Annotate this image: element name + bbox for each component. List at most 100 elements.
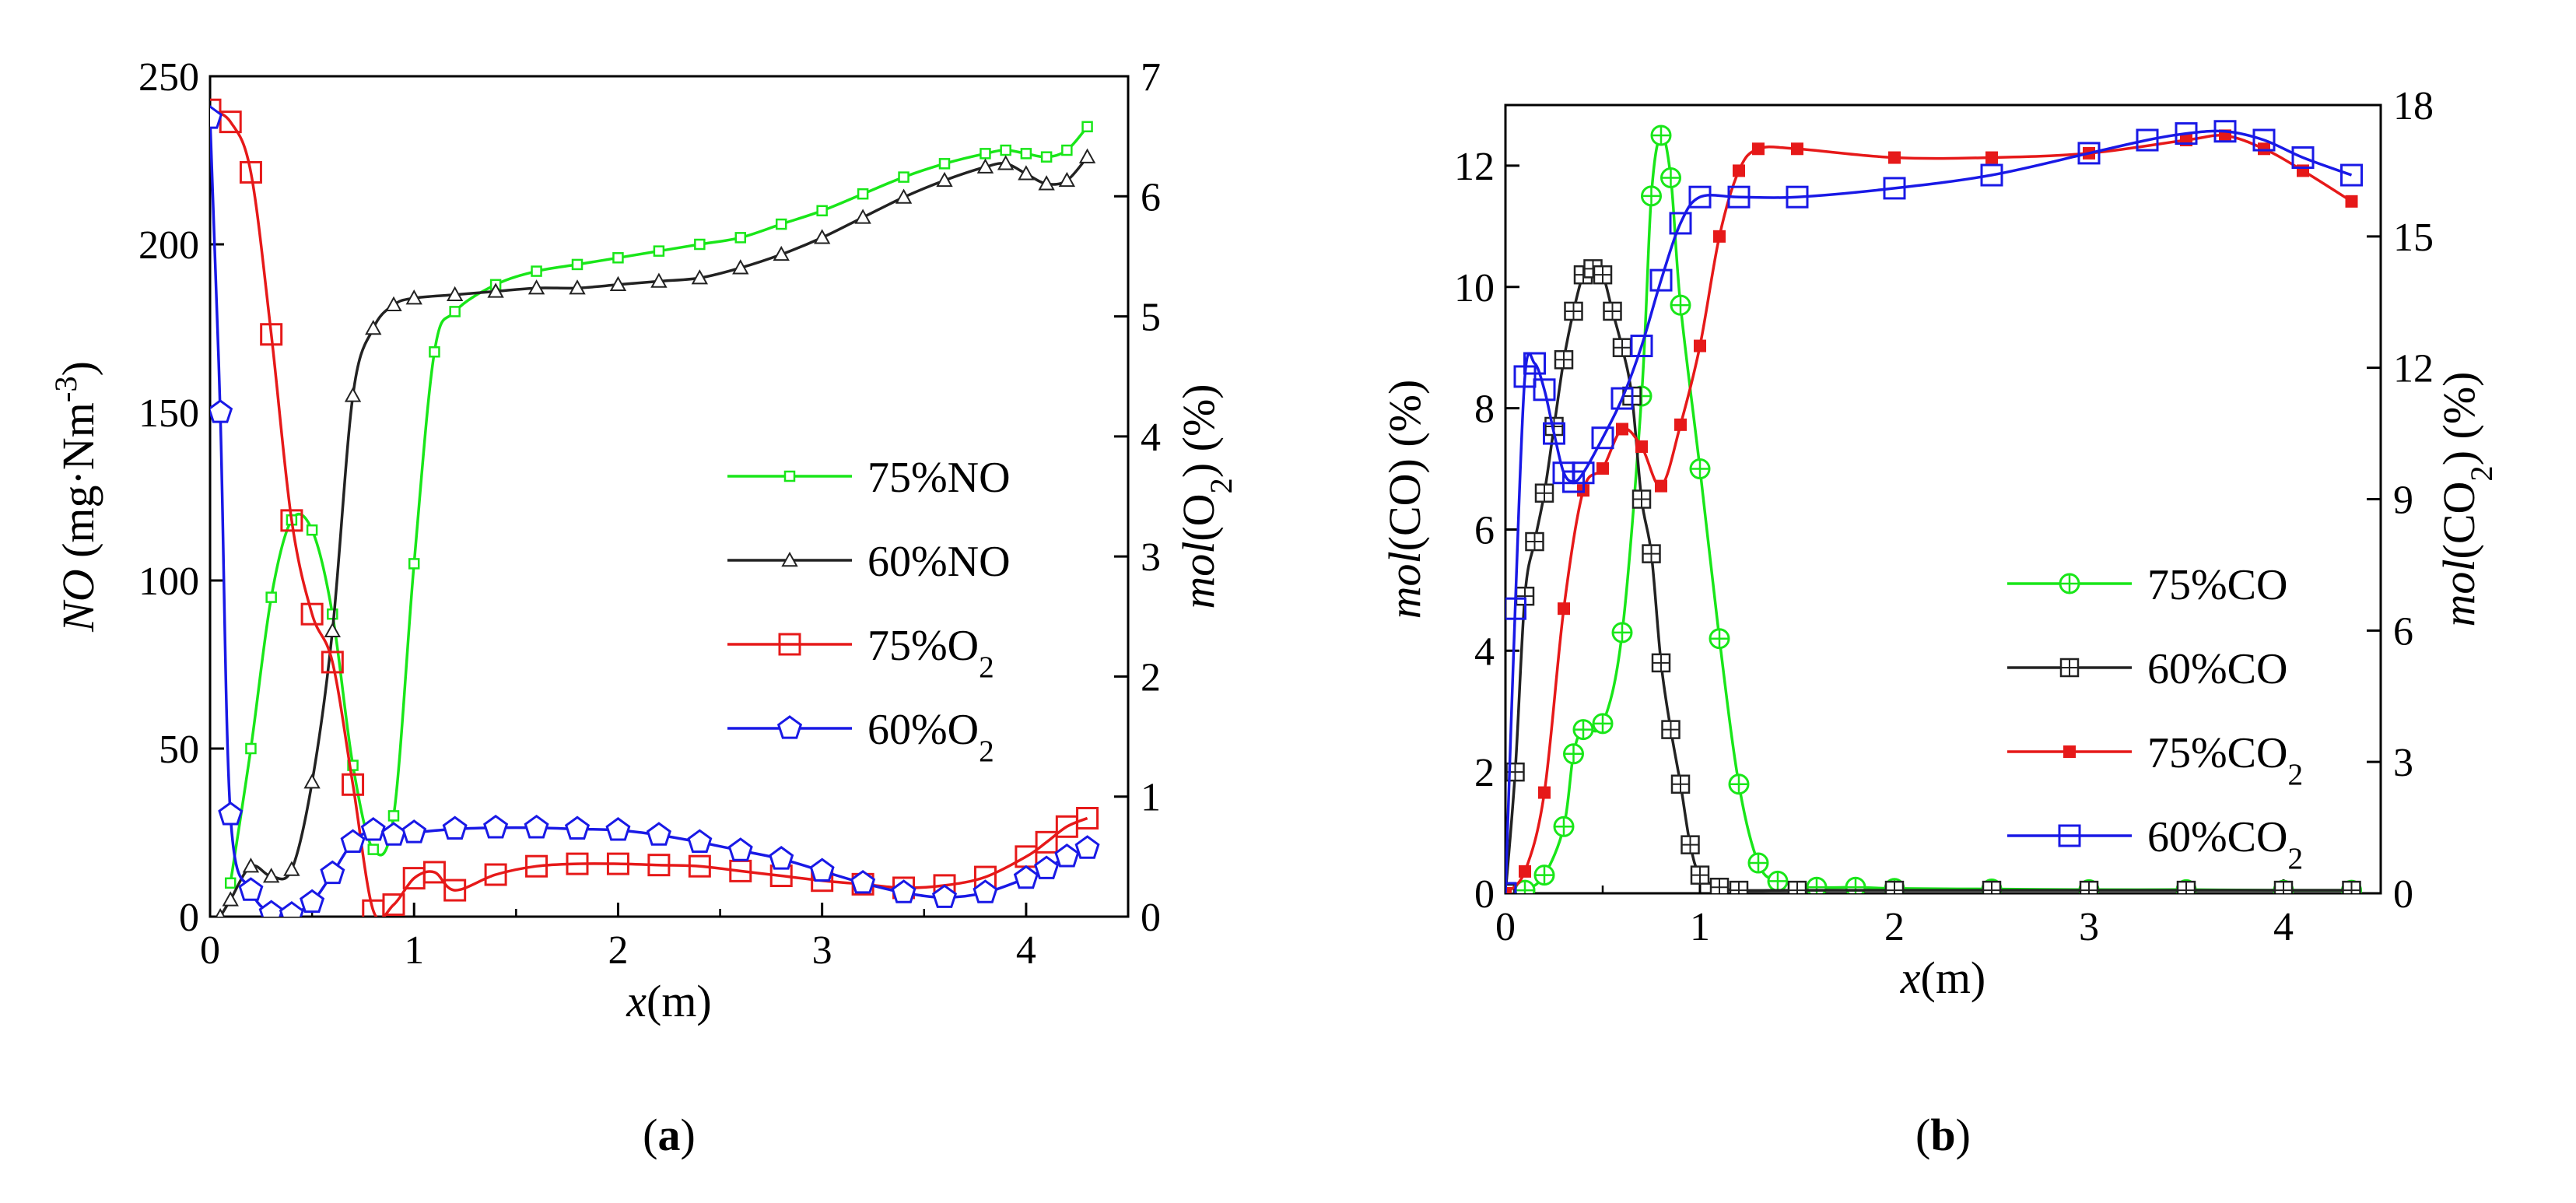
legend-label: 75%NO: [867, 454, 1011, 502]
data-point: [320, 860, 345, 885]
data-point: [571, 258, 584, 271]
data-point: [1649, 268, 1673, 292]
data-point: [1040, 151, 1053, 163]
data-point: [1020, 148, 1032, 160]
data-point: [367, 844, 380, 855]
y-left-tick-label: 0: [1474, 872, 1495, 917]
legend-entry: 75%CO2: [2007, 729, 2303, 791]
legend-marker: [778, 633, 801, 656]
legend-marker: [781, 551, 798, 567]
data-point: [1709, 628, 1730, 650]
series-3: [210, 105, 1100, 917]
data-point: [429, 345, 440, 358]
data-point: [769, 846, 794, 870]
series-line: [229, 125, 1088, 884]
legend-entry: 60%CO: [2007, 645, 2287, 693]
series-2: [210, 98, 1099, 917]
y-right-tick-label: 0: [2393, 872, 2413, 917]
data-point: [1054, 844, 1080, 868]
data-point: [1074, 835, 1100, 859]
data-point: [1713, 230, 1726, 243]
x-tick-label: 3: [812, 928, 832, 973]
legend-marker: [776, 715, 803, 739]
y-left-tick-label: 12: [1454, 145, 1495, 189]
data-point: [854, 209, 871, 224]
data-point: [606, 852, 629, 875]
legend-marker: [783, 470, 796, 482]
x-tick-label: 2: [608, 928, 628, 973]
data-point: [1616, 423, 1628, 436]
data-point: [691, 269, 709, 285]
series-0: [224, 121, 1093, 889]
series-line: [219, 156, 1088, 917]
series-1: [1505, 259, 2361, 893]
y-right-tick-label: 18: [2393, 84, 2434, 128]
y-right-tick-label: 15: [2393, 216, 2434, 260]
data-point: [1884, 880, 1905, 893]
data-point: [2176, 880, 2196, 893]
data-point: [1572, 461, 1595, 485]
legend-entry: 60%O2: [727, 706, 994, 768]
data-point: [1787, 880, 1807, 893]
data-point: [360, 817, 386, 841]
legend-marker: [2063, 745, 2076, 758]
data-point: [1525, 531, 1544, 552]
data-point: [1670, 294, 1691, 316]
plot-frame: [209, 75, 1130, 918]
data-point: [280, 509, 303, 532]
data-point: [258, 900, 284, 917]
legend-entry: 60%NO: [727, 538, 1011, 586]
data-point: [1688, 185, 1712, 209]
data-point: [1674, 418, 1687, 431]
x-tick-label: 3: [2079, 905, 2099, 949]
x-tick-label: 4: [1016, 928, 1036, 973]
y-right-tick-label: 4: [1141, 416, 1161, 460]
data-point: [1078, 148, 1096, 163]
data-point: [1729, 880, 1749, 893]
data-point: [809, 858, 835, 882]
data-point: [1596, 462, 1609, 475]
y-left-tick-label: 150: [138, 391, 199, 436]
data-point: [732, 259, 749, 275]
data-point: [442, 815, 468, 840]
data-point: [1985, 151, 1998, 164]
data-point: [524, 814, 549, 839]
data-point: [816, 205, 828, 217]
data-point: [342, 773, 365, 796]
data-point: [1572, 719, 1594, 741]
data-point: [687, 829, 713, 853]
data-point: [1553, 815, 1575, 837]
data-point: [527, 279, 545, 295]
data-point: [387, 810, 400, 822]
data-point: [1888, 151, 1901, 164]
x-axis-title: x(m): [1900, 952, 1986, 1003]
data-point: [210, 105, 223, 129]
data-point: [380, 822, 407, 846]
data-point: [973, 879, 998, 903]
data-point: [997, 155, 1015, 170]
legend-label: 75%CO: [2147, 561, 2287, 609]
legend-entry: 75%O2: [727, 622, 994, 684]
data-point: [1593, 265, 1613, 285]
legend: 75%NO 60%NO 75%O2 60%O2: [727, 454, 1011, 768]
data-point: [1655, 479, 1667, 493]
data-point: [443, 879, 467, 902]
y-left-tick-label: 250: [138, 55, 199, 100]
data-point: [245, 742, 257, 755]
y-left-tick-label: 10: [1454, 266, 1495, 310]
data-point: [324, 622, 342, 637]
data-point: [2136, 128, 2159, 152]
data-point: [1752, 142, 1765, 156]
data-point: [2077, 142, 2101, 165]
data-point: [531, 265, 542, 277]
data-point: [303, 773, 321, 789]
data-point: [1651, 653, 1671, 673]
data-point: [1786, 185, 1809, 209]
legend-marker: [2058, 824, 2081, 847]
data-point: [1791, 142, 1803, 156]
data-point: [1058, 171, 1076, 188]
data-point: [2273, 880, 2294, 893]
data-point: [1534, 483, 1554, 503]
data-point: [938, 158, 951, 170]
